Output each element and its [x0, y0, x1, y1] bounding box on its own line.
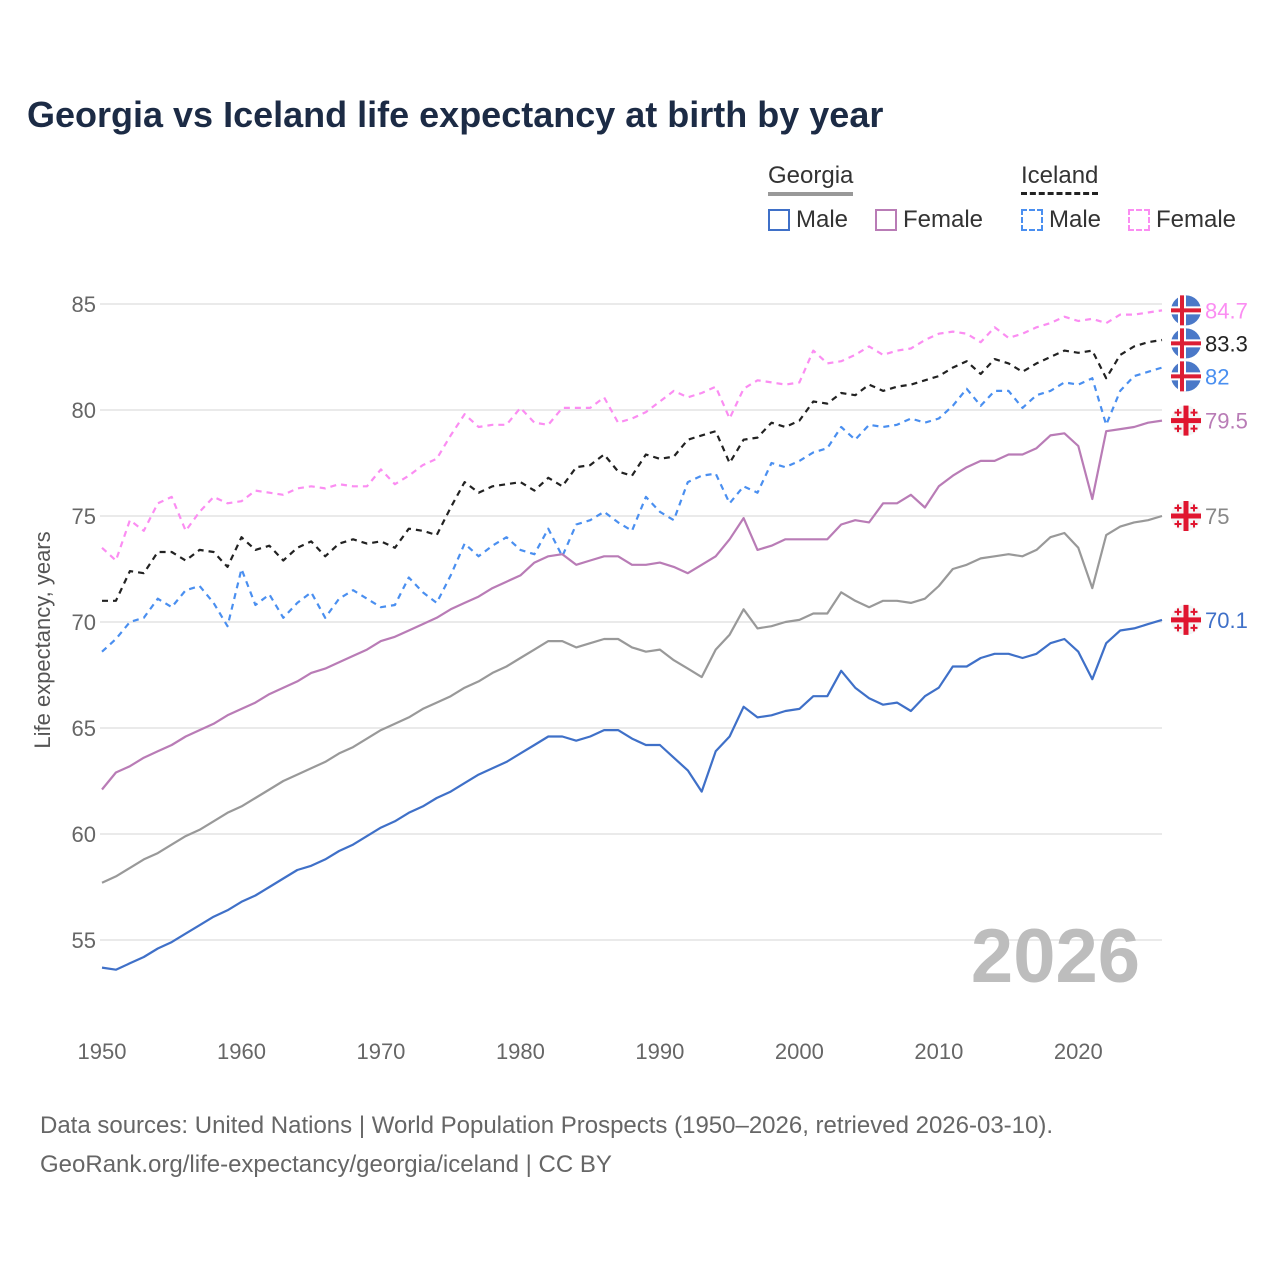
x-tick-label: 2000: [775, 1039, 824, 1064]
x-tick-label: 1970: [356, 1039, 405, 1064]
legend-group-georgia: Georgia: [768, 162, 854, 196]
legend-group-iceland: Iceland: [1021, 162, 1099, 195]
y-axis-label: Life expectancy, years: [30, 531, 55, 748]
x-tick-label: 1990: [635, 1039, 684, 1064]
x-tick-label: 1950: [78, 1039, 127, 1064]
x-tick-label: 1960: [217, 1039, 266, 1064]
y-tick-label: 80: [72, 398, 96, 423]
y-tick-label: 65: [72, 716, 96, 741]
legend-item-georgia-male[interactable]: Male: [768, 206, 848, 234]
georgia-flag-icon: [1171, 405, 1201, 436]
x-tick-label: 2020: [1054, 1039, 1103, 1064]
end-value-label: 84.7: [1205, 298, 1248, 323]
series-line-georgia-male: [101, 618, 1163, 971]
y-tick-label: 75: [72, 504, 96, 529]
legend-group-title: Iceland: [1021, 162, 1099, 195]
iceland-flag-icon: [1171, 295, 1201, 326]
iceland-flag-icon: [1171, 328, 1201, 359]
legend-swatch: [1021, 209, 1043, 231]
legend-swatch: [768, 209, 790, 231]
x-tick-label: 1980: [496, 1039, 545, 1064]
legend-label: Male: [1049, 206, 1102, 233]
legend-label: Male: [796, 206, 849, 233]
year-watermark: 2026: [971, 914, 1140, 999]
georgia-flag-icon: [1171, 604, 1201, 635]
y-tick-label: 85: [72, 292, 96, 317]
legend-label: Female: [1156, 206, 1237, 233]
end-value-label: 82: [1205, 364, 1229, 389]
end-value-label: 83.3: [1205, 331, 1248, 356]
footer: Data sources: United Nations | World Pop…: [40, 1106, 1053, 1184]
chart-title: Georgia vs Iceland life expectancy at bi…: [27, 94, 884, 135]
x-tick-label: 2010: [914, 1039, 963, 1064]
data-source-text: Data sources: United Nations | World Pop…: [40, 1112, 1054, 1139]
y-tick-label: 60: [72, 822, 96, 847]
legend-item-iceland-female[interactable]: Female: [1128, 206, 1236, 234]
y-tick-label: 70: [72, 610, 96, 635]
series-line-georgia-female: [101, 419, 1163, 791]
legend-item-georgia-female[interactable]: Female: [875, 206, 983, 234]
series-line-georgia: [101, 514, 1163, 884]
y-tick-label: 55: [72, 928, 96, 953]
legend-label: Female: [903, 206, 984, 233]
end-value-label: 75: [1205, 504, 1229, 529]
source-link[interactable]: GeoRank.org/life-expectancy/georgia/icel…: [40, 1151, 612, 1178]
legend-swatch: [1128, 209, 1150, 231]
legend-swatch: [875, 209, 897, 231]
end-value-label: 70.1: [1205, 608, 1248, 633]
series-line-iceland-female: [101, 309, 1163, 562]
iceland-flag-icon: [1171, 361, 1201, 392]
legend-group-title: Georgia: [768, 162, 854, 196]
series-line-iceland: [102, 338, 1163, 602]
georgia-flag-icon: [1171, 501, 1201, 531]
legend-item-iceland-male[interactable]: Male: [1021, 206, 1101, 234]
end-value-label: 79.5: [1205, 409, 1248, 434]
